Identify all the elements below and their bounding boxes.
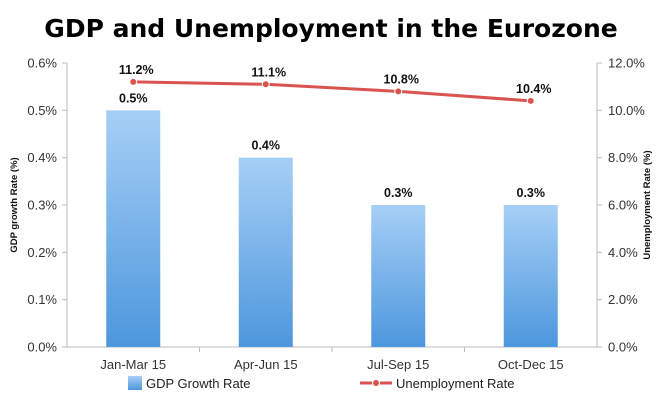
legend-line-label: Unemployment Rate xyxy=(396,376,515,391)
y-right-tick-label: 4.0% xyxy=(608,245,638,260)
line-data-label: 11.2% xyxy=(119,63,154,77)
y-right-tick-label: 8.0% xyxy=(608,150,638,165)
y-left-tick-label: 0.0% xyxy=(27,340,57,355)
bar xyxy=(503,205,558,347)
y-left-tick-label: 0.3% xyxy=(27,198,57,213)
y-right-tick-label: 10.0% xyxy=(608,103,645,118)
line-point xyxy=(526,96,535,105)
y-left-tick-label: 0.6% xyxy=(27,56,57,71)
y-right-tick-label: 12.0% xyxy=(608,56,645,71)
bar-data-label: 0.3% xyxy=(384,186,413,200)
legend-line-marker xyxy=(372,379,380,387)
y-right-axis-title: Unemployment Rate (%) xyxy=(642,150,653,259)
plot-area: 0.0% 0.1% 0.2% 0.3% 0.4% 0.5% 0.6% 0.0% 2.0% 4.0%… xyxy=(9,56,653,392)
x-tick-label: Jan-Mar 15 xyxy=(100,357,166,372)
legend-bar-label: GDP Growth Rate xyxy=(146,376,251,391)
y-left-axis-title: GDP growth Rate (%) xyxy=(9,157,20,252)
x-tick-label: Apr-Jun 15 xyxy=(234,357,298,372)
x-tick-label: Oct-Dec 15 xyxy=(498,357,564,372)
y-right-tick-label: 6.0% xyxy=(608,198,638,213)
unemployment-line xyxy=(133,80,531,103)
chart-title: GDP and Unemployment in the Eurozone xyxy=(44,14,617,43)
bar-data-label: 0.4% xyxy=(252,139,281,153)
bar-data-label: 0.3% xyxy=(517,186,546,200)
legend-bar-swatch xyxy=(128,376,142,390)
bar xyxy=(106,110,161,347)
line-data-label: 10.8% xyxy=(384,72,419,86)
x-tick-label: Jul-Sep 15 xyxy=(367,357,429,372)
line-data-label: 11.1% xyxy=(251,65,286,79)
y-right-tick-label: 0.0% xyxy=(608,340,638,355)
y-right-tick-label: 2.0% xyxy=(608,292,638,307)
line-point xyxy=(261,80,270,89)
bar xyxy=(371,205,426,347)
bar xyxy=(238,157,293,347)
line-point xyxy=(129,77,138,86)
y-left-tick-label: 0.2% xyxy=(27,245,57,260)
bar-data-label: 0.5% xyxy=(119,91,148,105)
y-left-tick-label: 0.5% xyxy=(27,103,57,118)
y-left-tick-label: 0.4% xyxy=(27,150,57,165)
line-data-label: 10.4% xyxy=(516,82,551,96)
line-point xyxy=(394,87,403,96)
y-left-tick-label: 0.1% xyxy=(27,292,57,307)
